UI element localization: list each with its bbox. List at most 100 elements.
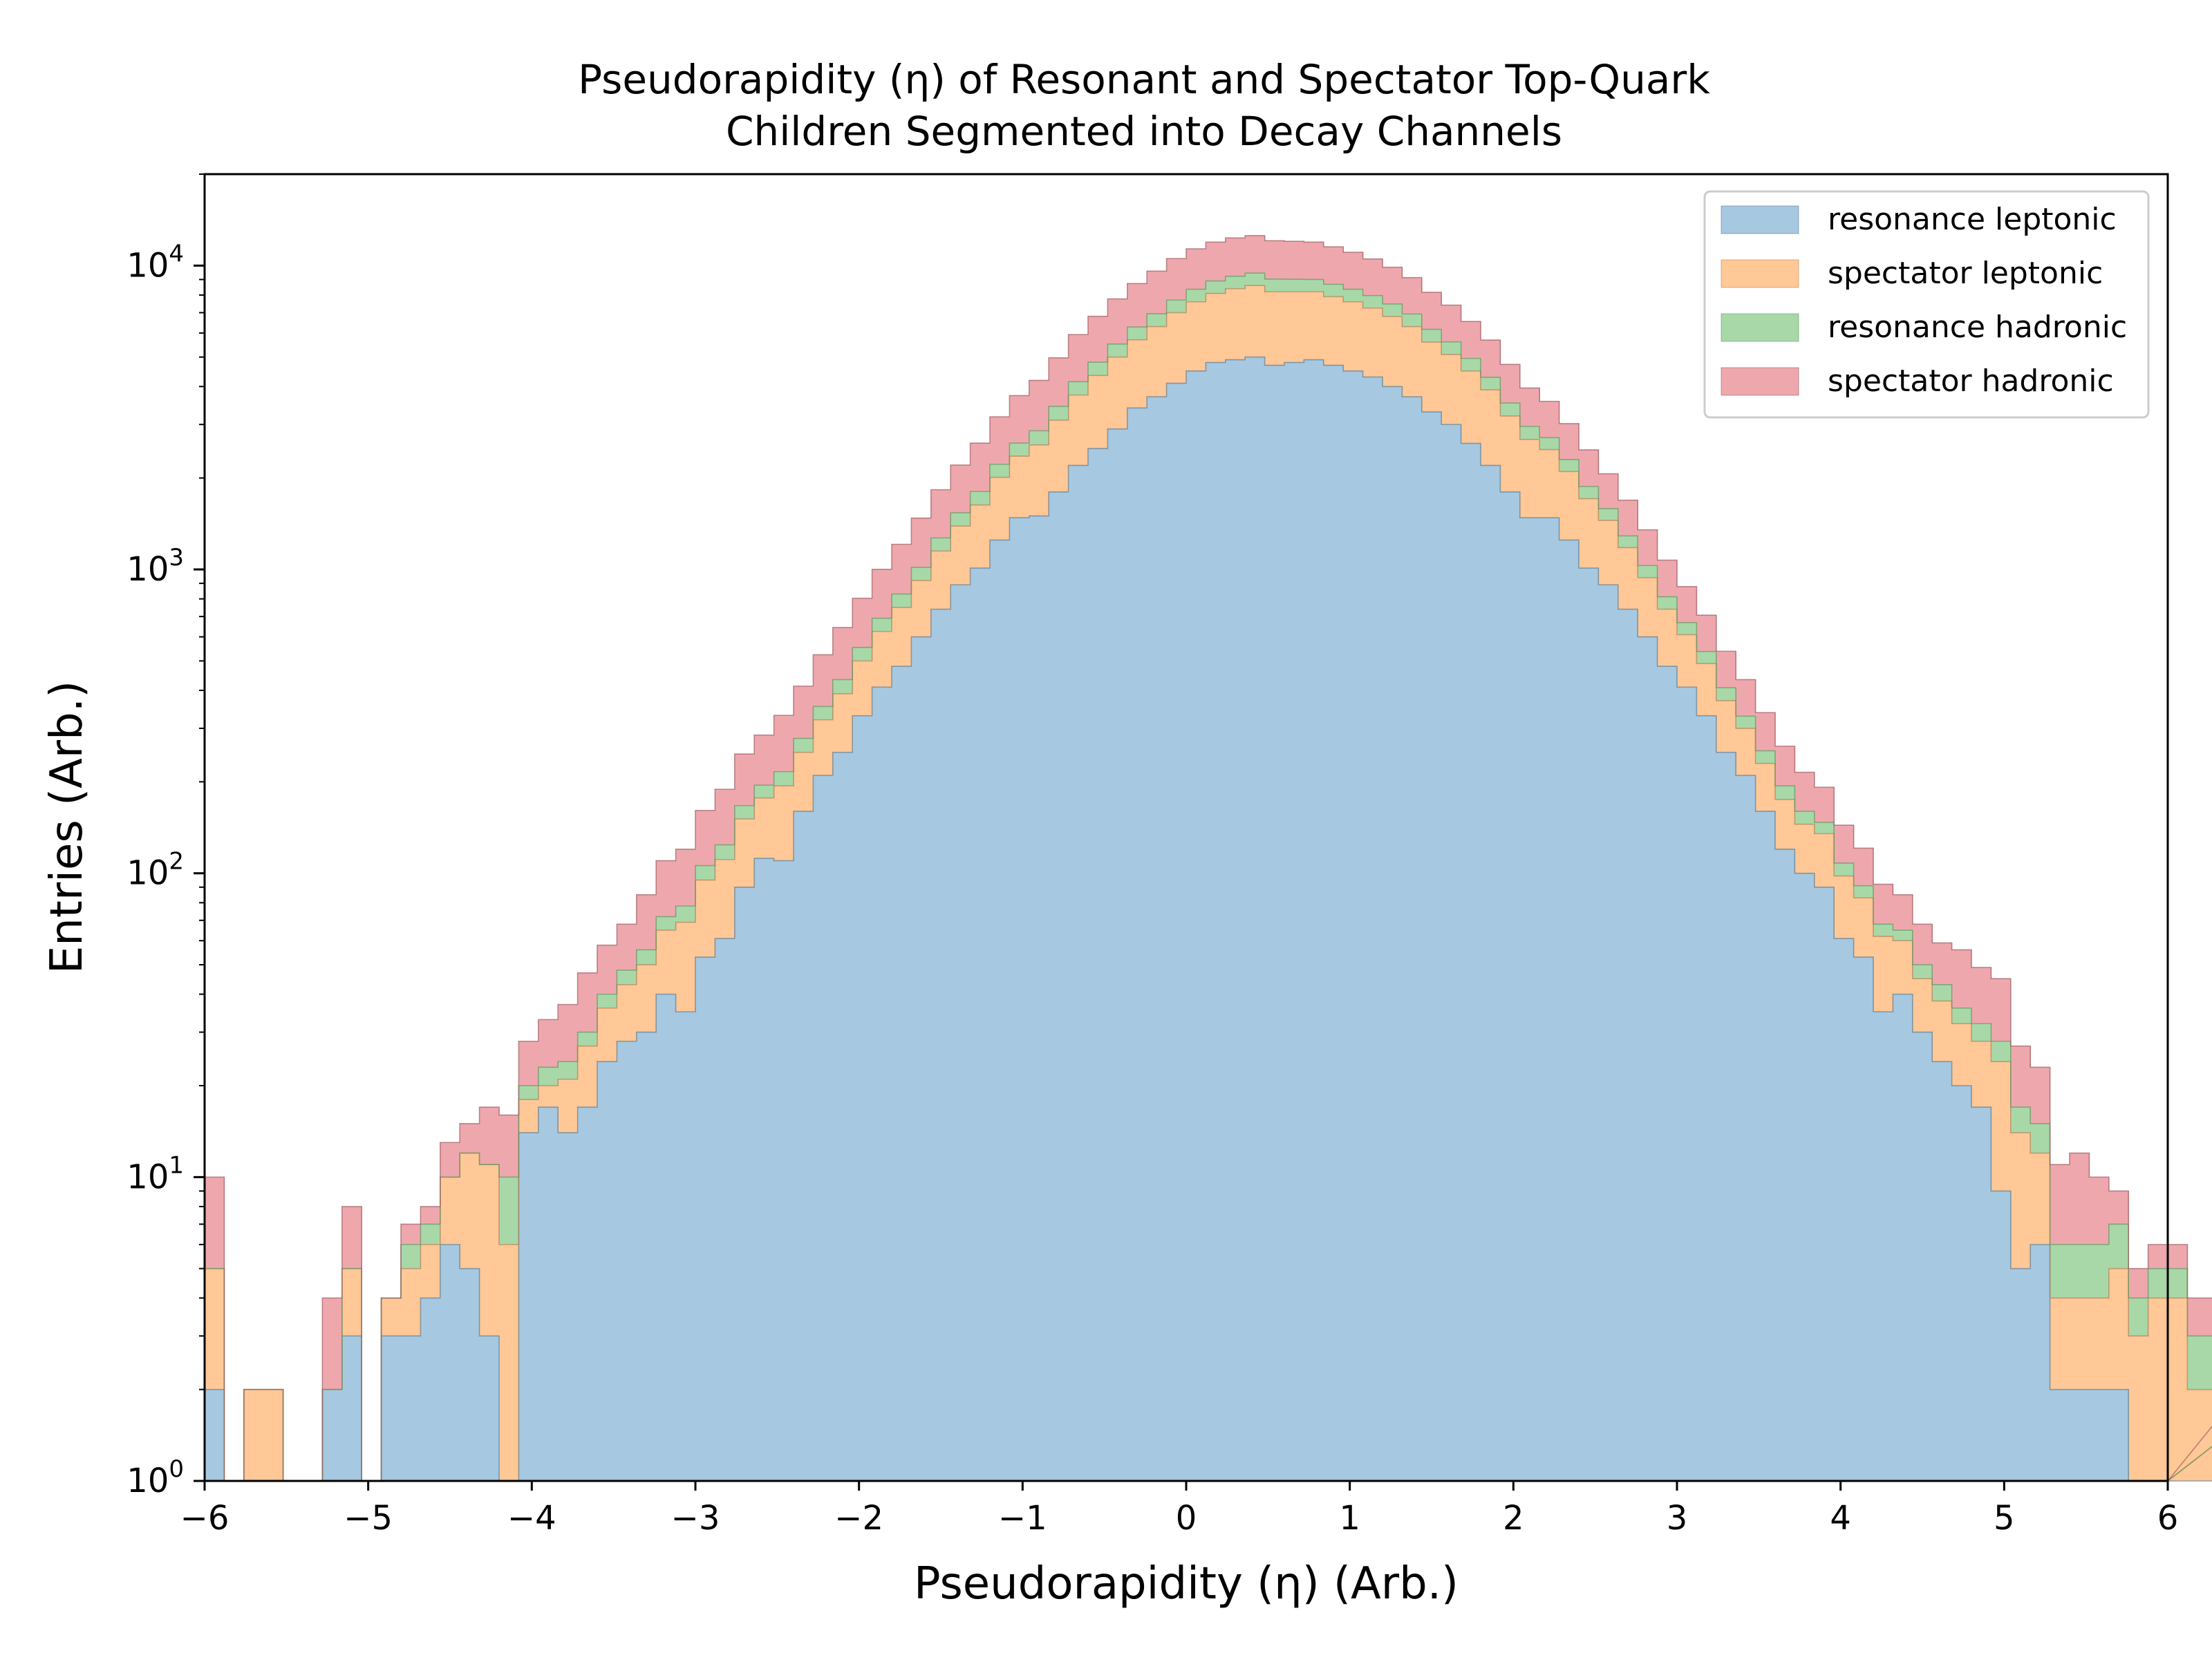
bar — [1343, 370, 1364, 1481]
series-outline — [204, 272, 2212, 1482]
bar — [577, 1107, 598, 1481]
bar — [1696, 651, 1717, 664]
bar — [774, 771, 794, 786]
plot-frame — [203, 173, 2169, 1482]
chart-title-line-1: Pseudorapidity (η) of Resonant and Spect… — [578, 56, 1710, 103]
bar — [1009, 395, 1030, 444]
series-spectator-leptonic — [205, 285, 2212, 1481]
bar — [1402, 397, 1423, 1482]
bar — [990, 477, 1010, 540]
bar — [2108, 1224, 2129, 1269]
bar — [1362, 258, 1383, 296]
bar — [1382, 267, 1403, 304]
legend-label: resonance leptonic — [1828, 202, 2117, 237]
bar — [1264, 365, 1285, 1481]
x-tick-label: −3 — [671, 1499, 720, 1538]
bar — [1421, 342, 1442, 413]
bar — [675, 906, 696, 923]
bar — [715, 938, 735, 1481]
bar — [1932, 1001, 1953, 1062]
bar — [479, 1107, 500, 1165]
bar — [341, 1206, 362, 1269]
bar — [636, 894, 657, 950]
x-tick-label: 4 — [1830, 1499, 1851, 1538]
bar — [1893, 894, 1913, 930]
bar — [970, 568, 991, 1481]
bar — [794, 811, 814, 1481]
bar — [1519, 426, 1540, 440]
bar — [1814, 822, 1835, 834]
bar — [2168, 1298, 2188, 1481]
bar — [1638, 565, 1658, 578]
bar — [2128, 1336, 2149, 1481]
series-resonance-hadronic — [401, 273, 2212, 1390]
bar — [990, 464, 1010, 478]
bar — [1088, 448, 1108, 1481]
bar — [1500, 403, 1521, 416]
bar — [656, 860, 677, 917]
legend-swatch — [1721, 259, 1799, 288]
bar — [1421, 292, 1442, 330]
bar — [656, 916, 677, 930]
bar — [538, 1107, 559, 1481]
bar — [1932, 1061, 1953, 1481]
bar — [1677, 634, 1697, 688]
bar — [577, 972, 598, 1032]
bar — [577, 1032, 598, 1046]
bar — [1618, 609, 1638, 1481]
bar — [1225, 288, 1246, 360]
bar — [754, 858, 775, 1481]
bar — [341, 1268, 362, 1337]
bar — [734, 805, 755, 819]
bar — [852, 661, 873, 716]
bar — [1794, 772, 1815, 811]
bar — [1186, 289, 1206, 302]
bar — [1343, 289, 1364, 302]
bar — [577, 1046, 598, 1108]
bar — [460, 1123, 480, 1153]
bar — [597, 945, 617, 994]
bar — [1481, 377, 1501, 390]
bar — [263, 1389, 284, 1481]
bar — [950, 585, 971, 1481]
bar — [1461, 321, 1481, 359]
bar — [205, 1389, 225, 1481]
bar — [970, 491, 991, 505]
bar — [1657, 560, 1678, 597]
bar — [2089, 1177, 2110, 1245]
bar — [1029, 380, 1049, 431]
bar — [1736, 728, 1756, 775]
bar — [1481, 390, 1501, 466]
bar — [1225, 276, 1246, 289]
legend-label: spectator hadronic — [1828, 363, 2114, 399]
bar — [420, 1244, 441, 1299]
bar — [1304, 292, 1324, 360]
bar — [813, 706, 834, 720]
bar — [2089, 1298, 2110, 1390]
bar — [1206, 242, 1226, 281]
bar — [872, 687, 892, 1481]
bar — [1696, 663, 1717, 716]
bar — [930, 538, 951, 551]
bar — [617, 1041, 637, 1481]
bar — [892, 607, 912, 667]
bar — [1519, 439, 1540, 518]
legend-frame — [1703, 190, 2150, 419]
x-tick-label: −4 — [507, 1499, 556, 1538]
y-tick-label: 101 — [126, 1151, 184, 1196]
bar — [813, 775, 834, 1481]
bar — [794, 738, 814, 753]
bar — [1147, 397, 1168, 1482]
bar — [656, 929, 677, 994]
bar — [1519, 388, 1540, 427]
bar — [832, 752, 853, 1481]
series-outline — [204, 285, 2212, 1482]
bar — [1598, 585, 1619, 1481]
bar — [1716, 688, 1736, 701]
bar — [2108, 1389, 2129, 1481]
bar — [1932, 984, 1953, 1001]
bar — [892, 594, 912, 607]
bar — [499, 1115, 519, 1178]
bar — [2030, 1153, 2051, 1245]
bar — [1716, 752, 1736, 1481]
